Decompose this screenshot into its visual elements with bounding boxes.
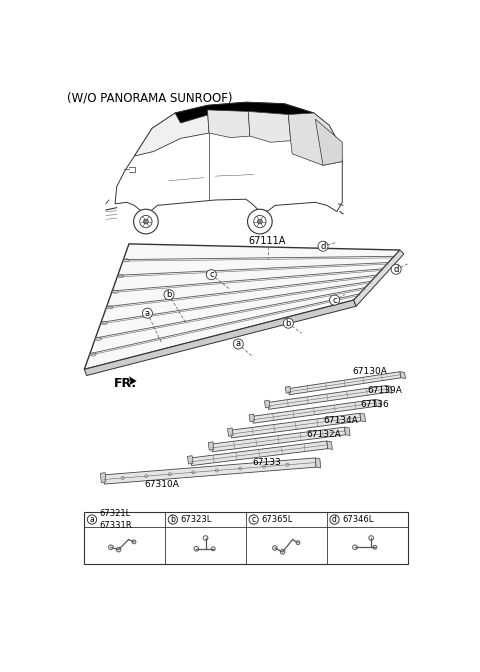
Text: b: b [166,290,172,299]
Polygon shape [191,441,328,466]
Circle shape [133,209,158,234]
Polygon shape [100,472,106,482]
Circle shape [144,219,148,224]
Text: 67310A: 67310A [144,480,179,489]
Polygon shape [267,386,387,409]
Polygon shape [84,244,400,370]
Polygon shape [211,427,346,452]
Circle shape [206,269,216,280]
Polygon shape [288,372,401,394]
Polygon shape [345,427,350,435]
Circle shape [233,339,243,349]
Text: 67133: 67133 [252,458,281,467]
Circle shape [248,209,272,234]
Polygon shape [208,442,214,450]
Text: a: a [90,515,95,524]
Text: 67323L: 67323L [180,515,212,524]
Polygon shape [129,376,137,386]
Ellipse shape [118,274,124,278]
Text: c: c [332,296,337,304]
Polygon shape [84,300,356,376]
Polygon shape [252,399,376,423]
Circle shape [391,264,401,274]
Text: FR.: FR. [114,377,137,390]
Circle shape [330,515,339,524]
Text: d: d [394,265,399,274]
Bar [84,512,408,564]
Polygon shape [315,119,342,165]
Circle shape [143,308,153,318]
Polygon shape [248,112,291,142]
Polygon shape [207,110,250,138]
Text: 67139A: 67139A [368,386,403,395]
Polygon shape [230,413,361,438]
Text: b: b [170,515,175,524]
Ellipse shape [112,290,119,293]
Circle shape [283,318,293,328]
Circle shape [318,241,328,251]
Circle shape [164,290,174,300]
Text: 67132A: 67132A [306,430,341,439]
Ellipse shape [96,337,102,340]
Polygon shape [360,413,366,422]
Circle shape [258,219,262,224]
Text: d: d [320,242,326,251]
Text: 67346L: 67346L [342,515,373,524]
Polygon shape [249,414,255,422]
Text: 67321L
67331R: 67321L 67331R [100,509,132,530]
Polygon shape [175,102,315,123]
Text: a: a [145,308,150,318]
Text: c: c [252,515,256,524]
Text: 67130A: 67130A [352,367,387,376]
Polygon shape [188,456,193,464]
Circle shape [87,515,96,524]
Text: b: b [286,319,291,328]
Ellipse shape [107,306,113,309]
Polygon shape [375,399,381,407]
Circle shape [330,295,339,305]
Polygon shape [386,386,392,393]
Ellipse shape [123,259,130,262]
Polygon shape [285,386,291,393]
Text: 67136: 67136 [360,400,389,409]
Circle shape [249,515,258,524]
Polygon shape [228,428,233,436]
Text: 67365L: 67365L [262,515,293,524]
Text: c: c [209,270,214,279]
Polygon shape [134,110,209,156]
Ellipse shape [90,353,96,356]
Circle shape [168,515,178,524]
Text: (W/O PANORAMA SUNROOF): (W/O PANORAMA SUNROOF) [67,91,233,104]
Polygon shape [354,250,404,306]
Polygon shape [315,458,321,468]
Text: d: d [332,515,337,524]
Polygon shape [264,401,270,408]
Text: 67134A: 67134A [323,417,358,425]
Text: a: a [236,339,241,349]
Polygon shape [400,372,406,378]
Polygon shape [104,458,316,484]
Ellipse shape [101,322,107,325]
Polygon shape [288,113,342,165]
Text: 67111A: 67111A [249,236,286,246]
Polygon shape [327,441,333,450]
